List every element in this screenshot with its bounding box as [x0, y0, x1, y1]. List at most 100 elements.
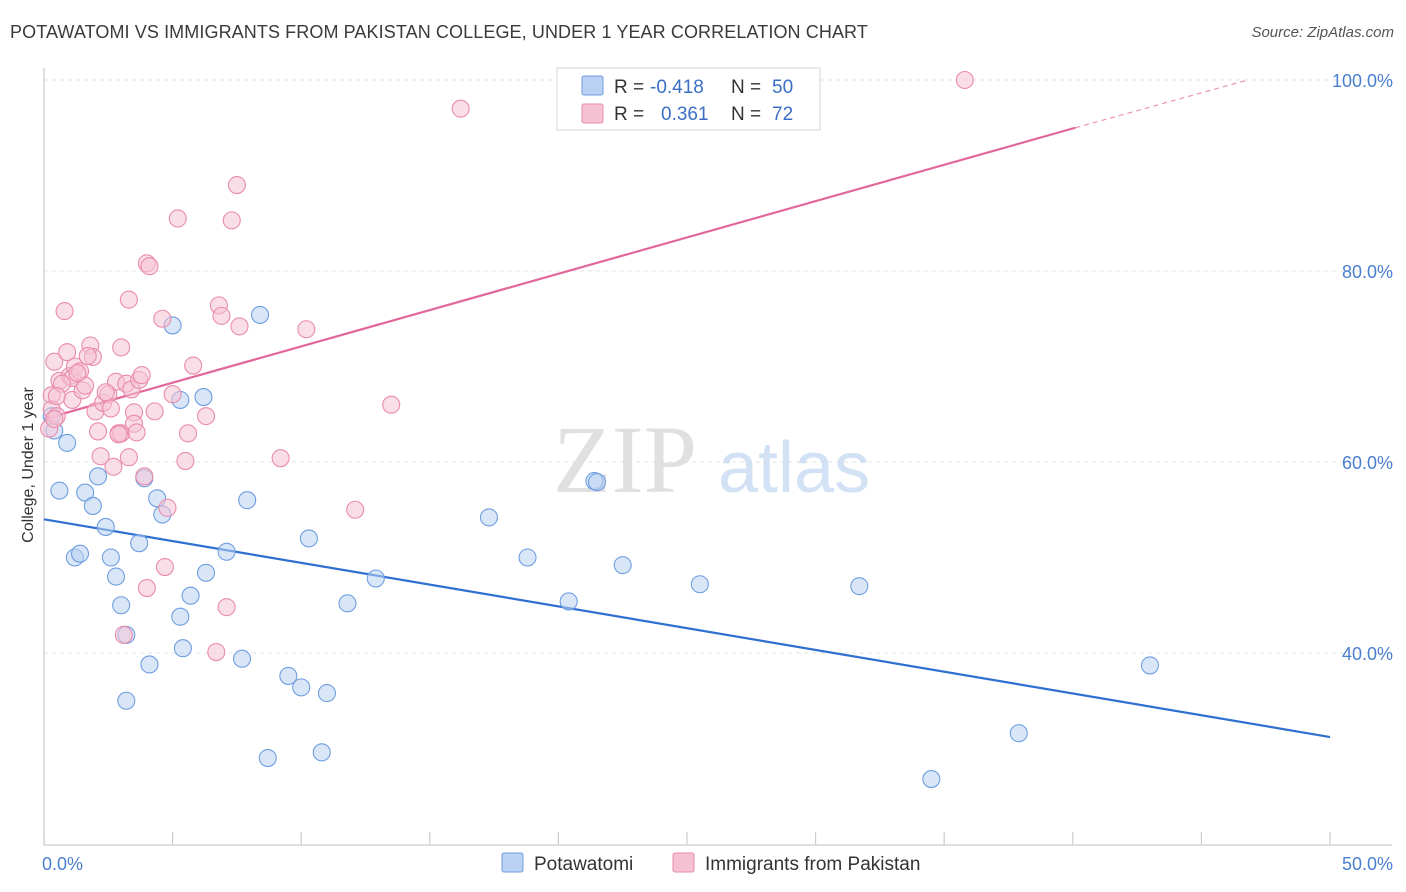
pakistan-point: [114, 625, 133, 644]
potawatomi-point: [130, 534, 149, 553]
potawatomi-point: [101, 548, 120, 567]
pakistan-point: [158, 498, 177, 517]
potawatomi-point: [50, 481, 69, 500]
potawatomi-point: [76, 483, 95, 502]
pakistan-point: [45, 409, 64, 429]
trend-lines: [43, 79, 1331, 739]
y-axis-label: College, Under 1 year: [20, 387, 37, 543]
pakistan-point: [955, 70, 974, 90]
pakistan-point: [140, 257, 159, 276]
pakistan-point: [297, 320, 316, 339]
potawatomi-point: [338, 594, 357, 613]
pakistan-point: [127, 423, 146, 442]
potawatomi-point: [250, 305, 270, 324]
potawatomi-point: [850, 577, 869, 596]
pakistan-point: [196, 407, 216, 426]
pakistan-point: [207, 642, 226, 662]
pakistan-point: [227, 176, 246, 195]
legend: R = -0.418 N = 50 R = 0.361 N = 72: [556, 67, 821, 131]
potawatomi-point: [232, 649, 252, 668]
bottom-legend-swatch-pakistan: [672, 852, 695, 873]
potawatomi-point: [312, 743, 331, 762]
pakistan-point: [55, 302, 74, 321]
potawatomi-point: [196, 563, 216, 582]
potawatomi-point: [88, 467, 108, 486]
pakistan-point: [155, 557, 174, 577]
legend-r-label-2: R =: [614, 104, 644, 125]
x-tick-label: 0.0%: [42, 854, 83, 874]
pakistan-point: [153, 309, 172, 328]
potawatomi-point: [1140, 656, 1160, 675]
chart-title: POTAWATOMI VS IMMIGRANTS FROM PAKISTAN C…: [10, 22, 868, 42]
pakistan-point: [184, 356, 203, 375]
pakistan-point: [178, 424, 198, 443]
pakistan-point: [176, 451, 195, 471]
potawatomi-point: [173, 639, 192, 658]
pakistan-point: [119, 448, 138, 467]
potawatomi-point: [194, 388, 213, 407]
bottom-legend-swatch-potawatomi: [501, 852, 524, 873]
pakistan-point: [230, 317, 249, 336]
bottom-legend-label-potawatomi: Potawatomi: [534, 854, 633, 875]
bottom-legend: Potawatomi Immigrants from Pakistan: [501, 852, 920, 875]
pakistan-point: [104, 457, 123, 476]
y-tick-label: 60.0%: [1342, 453, 1393, 473]
legend-swatch-pakistan: [581, 103, 604, 124]
potawatomi-point: [83, 496, 102, 515]
pakistan-point: [47, 387, 66, 406]
potawatomi-point: [258, 748, 277, 768]
potawatomi-point: [479, 508, 499, 527]
pakistan-point: [137, 579, 156, 598]
pakistan-point: [68, 364, 87, 383]
potawatomi-point: [106, 567, 126, 586]
x-ticks: [43, 832, 1331, 845]
pakistan-point: [382, 395, 401, 414]
pakistan-point: [451, 99, 470, 118]
potawatomi-point: [922, 770, 941, 789]
legend-r-label-1: R =: [614, 77, 644, 98]
watermark-atlas: atlas: [718, 428, 870, 508]
pakistan-point: [78, 346, 97, 366]
pakistan-point: [112, 338, 131, 357]
potawatomi-point: [217, 542, 236, 561]
legend-r-value-1: -0.418: [650, 77, 704, 98]
potawatomi-point: [112, 596, 131, 615]
potawatomi-point: [96, 517, 115, 536]
potawatomi-point: [587, 473, 607, 492]
potawatomi-point: [559, 592, 578, 611]
legend-n-label-2: N =: [731, 104, 761, 125]
pakistan-point: [271, 449, 290, 468]
x-tick-label: 50.0%: [1342, 854, 1393, 874]
pakistan-point: [58, 343, 77, 362]
pakistan-point: [212, 306, 231, 325]
y-tick-label: 100.0%: [1332, 71, 1393, 91]
data-points: [40, 70, 1160, 789]
pakistan-point: [346, 500, 365, 519]
pakistan-trend-extension: [1075, 79, 1248, 129]
pakistan-point: [101, 399, 120, 418]
pakistan-point: [168, 209, 187, 228]
pakistan-point: [132, 366, 151, 385]
pakistan-point: [119, 290, 138, 309]
legend-r-value-2: 0.361: [661, 104, 709, 125]
pakistan-point: [96, 383, 115, 402]
x-tick-labels: 0.0% 50.0%: [42, 854, 1393, 874]
pakistan-point: [217, 598, 236, 617]
watermark: ZIP atlas: [553, 406, 870, 513]
potawatomi-trend-line: [43, 518, 1331, 739]
potawatomi-point: [181, 586, 200, 605]
potawatomi-point: [171, 607, 190, 626]
pakistan-point: [222, 211, 241, 230]
pakistan-trend-line: [43, 126, 1076, 421]
grid-lines: [44, 79, 1392, 654]
source-credit: Source: ZipAtlas.com: [1251, 24, 1394, 41]
axes: [43, 68, 1392, 846]
potawatomi-point: [366, 569, 385, 588]
legend-n-value-2: 72: [772, 104, 793, 125]
pakistan-point: [88, 422, 108, 441]
pakistan-point: [135, 467, 154, 486]
bottom-legend-label-pakistan: Immigrants from Pakistan: [705, 854, 920, 875]
potawatomi-point: [299, 529, 318, 548]
y-tick-label: 40.0%: [1342, 644, 1393, 664]
